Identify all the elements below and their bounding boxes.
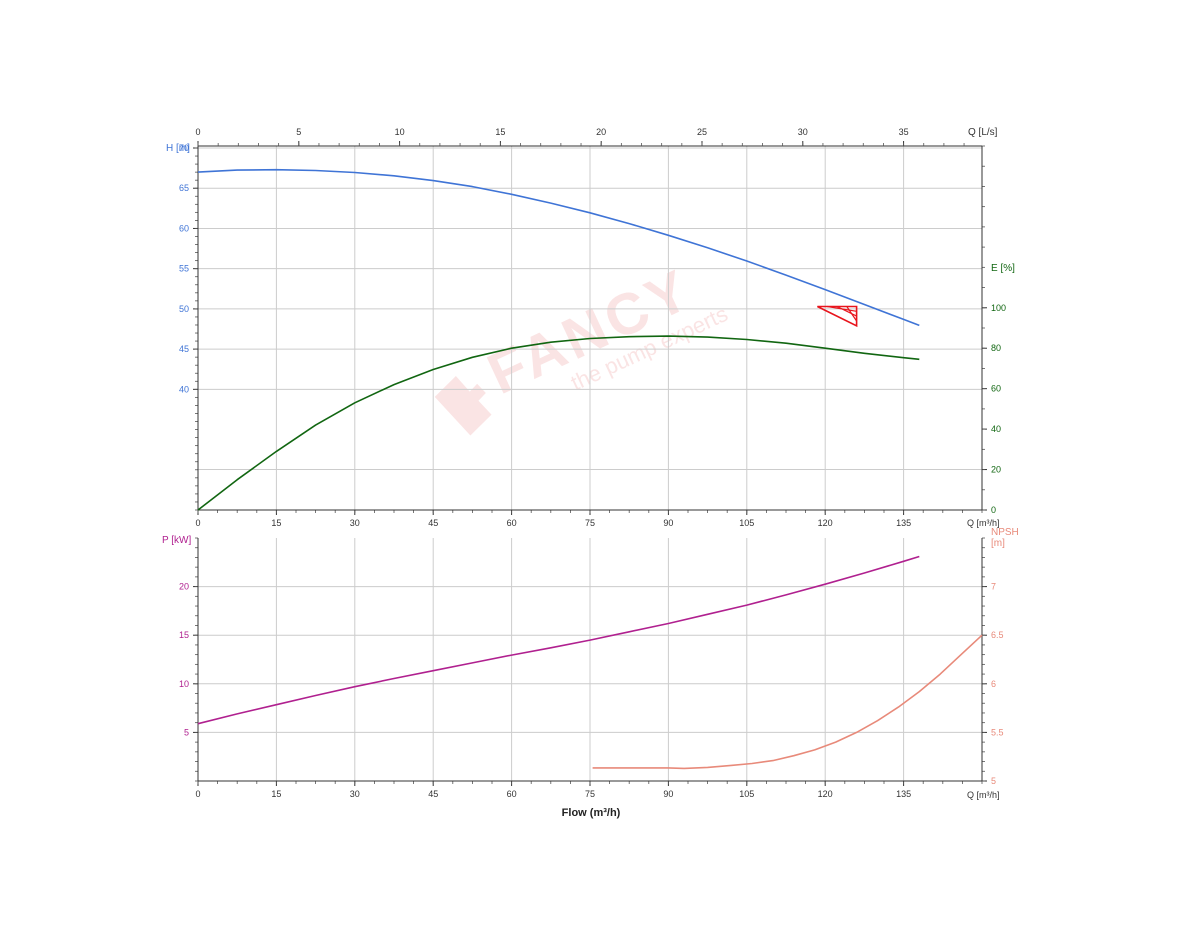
lower-left-tick-label: 15: [179, 630, 189, 640]
lower-grid: [198, 538, 982, 781]
lower-x-tick-label: 0: [195, 789, 200, 799]
top-tick-label: 15: [495, 127, 505, 137]
top-tick-label: 30: [798, 127, 808, 137]
lower-left-tick-label: 5: [184, 727, 189, 737]
lower-power-curve: [197, 555, 920, 725]
lower-x-tick-label: 105: [739, 789, 754, 799]
upper-left-tick-label: 40: [179, 384, 189, 394]
lower-left-tick-label: 20: [179, 582, 189, 592]
upper-x-tick-label: 30: [350, 518, 360, 528]
upper-right-tick-label: 40: [991, 424, 1001, 434]
upper-head-curve: [197, 168, 920, 327]
lower-right-tick-label: 7: [991, 582, 996, 592]
upper-x-tick-label: 0: [195, 518, 200, 528]
upper-left-tick-label: 60: [179, 223, 189, 233]
lower-series: [197, 555, 983, 770]
top-tick-label: 0: [195, 127, 200, 137]
pump-logo-icon: [434, 376, 492, 436]
upper-left-tick-label: 45: [179, 344, 189, 354]
upper-left-tick-label: 65: [179, 183, 189, 193]
power-axis-label: P [kW]: [162, 535, 191, 546]
lower-axes: 0 15 30 45 60 75 90 105 120 135 5 10 15 20 5 5.5 6 6.5 7: [179, 537, 1004, 799]
npsh-axis-label: NPSH [m]: [991, 527, 1019, 549]
upper-right-tick-label: 20: [991, 465, 1001, 475]
upper-x-tick-label: 105: [739, 518, 754, 528]
duty-point-hatch: [836, 305, 857, 317]
npsh-axis-label-line2: [m]: [991, 538, 1005, 549]
lower-x-axis-label: Q [m³/h]: [967, 790, 1000, 800]
lower-x-tick-label: 120: [818, 789, 833, 799]
upper-right-tick-label: 100: [991, 303, 1006, 313]
upper-x-tick-label: 120: [818, 518, 833, 528]
upper-series: [197, 168, 920, 511]
lower-x-tick-label: 15: [271, 789, 281, 799]
lower-x-tick-label: 45: [428, 789, 438, 799]
upper-x-tick-label: 135: [896, 518, 911, 528]
upper-right-tick-label: 0: [991, 505, 996, 515]
lower-right-tick-label: 6.5: [991, 630, 1004, 640]
npsh-axis-label-line1: NPSH: [991, 527, 1019, 538]
top-tick-label: 5: [296, 127, 301, 137]
watermark: FANCY the pump experts: [434, 256, 732, 436]
lower-npsh-curve: [592, 634, 983, 770]
head-axis-label: H [m]: [166, 143, 190, 154]
lower-x-tick-label: 90: [663, 789, 673, 799]
lower-x-tick-label: 60: [507, 789, 517, 799]
flow-axis-title: Flow (m³/h): [562, 807, 621, 819]
lower-x-tick-label: 135: [896, 789, 911, 799]
duty-point-hatch: [846, 306, 858, 322]
upper-x-tick-label: 75: [585, 518, 595, 528]
upper-x-tick-label: 60: [507, 518, 517, 528]
upper-x-tick-label: 45: [428, 518, 438, 528]
lower-right-tick-label: 6: [991, 679, 996, 689]
upper-grid: [198, 146, 982, 510]
upper-x-tick-label: 90: [663, 518, 673, 528]
lower-right-tick-label: 5.5: [991, 727, 1004, 737]
upper-axes: 0 15 30 45 60 75 90 105 120 135404550556065700204…: [179, 127, 1006, 528]
lower-x-tick-label: 75: [585, 789, 595, 799]
lower-left-tick-label: 10: [179, 679, 189, 689]
upper-left-tick-label: 50: [179, 304, 189, 314]
top-tick-label: 10: [395, 127, 405, 137]
lower-right-tick-label: 5: [991, 776, 996, 786]
upper-efficiency-curve: [197, 335, 920, 511]
upper-x-axis-label: Q [m³/h]: [967, 518, 1000, 528]
top-axis-label: Q [L/s]: [968, 127, 998, 138]
upper-right-tick-label: 80: [991, 343, 1001, 353]
top-tick-label: 20: [596, 127, 606, 137]
upper-right-tick-label: 60: [991, 384, 1001, 394]
top-tick-label: 25: [697, 127, 707, 137]
top-tick-label: 35: [899, 127, 909, 137]
lower-x-tick-label: 30: [350, 789, 360, 799]
duty-point: [817, 305, 858, 328]
upper-left-tick-label: 55: [179, 264, 189, 274]
efficiency-axis-label: E [%]: [991, 263, 1015, 274]
upper-x-tick-label: 15: [271, 518, 281, 528]
upper-left-tick-label: 70: [179, 143, 189, 153]
